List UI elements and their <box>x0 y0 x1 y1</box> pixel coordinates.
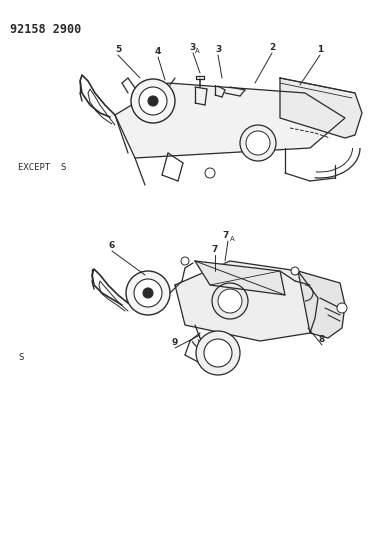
Text: 7: 7 <box>223 231 229 240</box>
Polygon shape <box>195 261 285 295</box>
Circle shape <box>139 87 167 115</box>
Circle shape <box>126 271 170 315</box>
Circle shape <box>143 288 153 298</box>
Text: 92158 2900: 92158 2900 <box>10 23 81 36</box>
Text: 7: 7 <box>212 245 218 254</box>
Circle shape <box>205 168 215 178</box>
Text: 3: 3 <box>189 43 195 52</box>
Polygon shape <box>280 78 362 138</box>
Text: EXCEPT  S: EXCEPT S <box>18 164 66 173</box>
Text: 8: 8 <box>319 335 325 344</box>
Circle shape <box>131 79 175 123</box>
Circle shape <box>240 125 276 161</box>
Text: 6: 6 <box>109 241 115 250</box>
Circle shape <box>212 283 248 319</box>
Text: A: A <box>195 48 200 54</box>
Circle shape <box>218 289 242 313</box>
Text: 1: 1 <box>317 45 323 54</box>
Circle shape <box>196 331 240 375</box>
Text: 2: 2 <box>269 43 275 52</box>
Circle shape <box>291 267 299 275</box>
Circle shape <box>246 131 270 155</box>
Text: A: A <box>230 236 234 242</box>
Text: 4: 4 <box>155 47 161 56</box>
Circle shape <box>181 257 189 265</box>
Text: 5: 5 <box>115 45 121 54</box>
Text: 3: 3 <box>215 45 221 54</box>
Polygon shape <box>298 271 345 338</box>
Polygon shape <box>175 261 318 341</box>
Circle shape <box>204 339 232 367</box>
Circle shape <box>134 279 162 307</box>
Text: 9: 9 <box>172 338 178 347</box>
Polygon shape <box>115 83 345 158</box>
Text: S: S <box>18 353 23 362</box>
Circle shape <box>337 303 347 313</box>
Circle shape <box>148 96 158 106</box>
